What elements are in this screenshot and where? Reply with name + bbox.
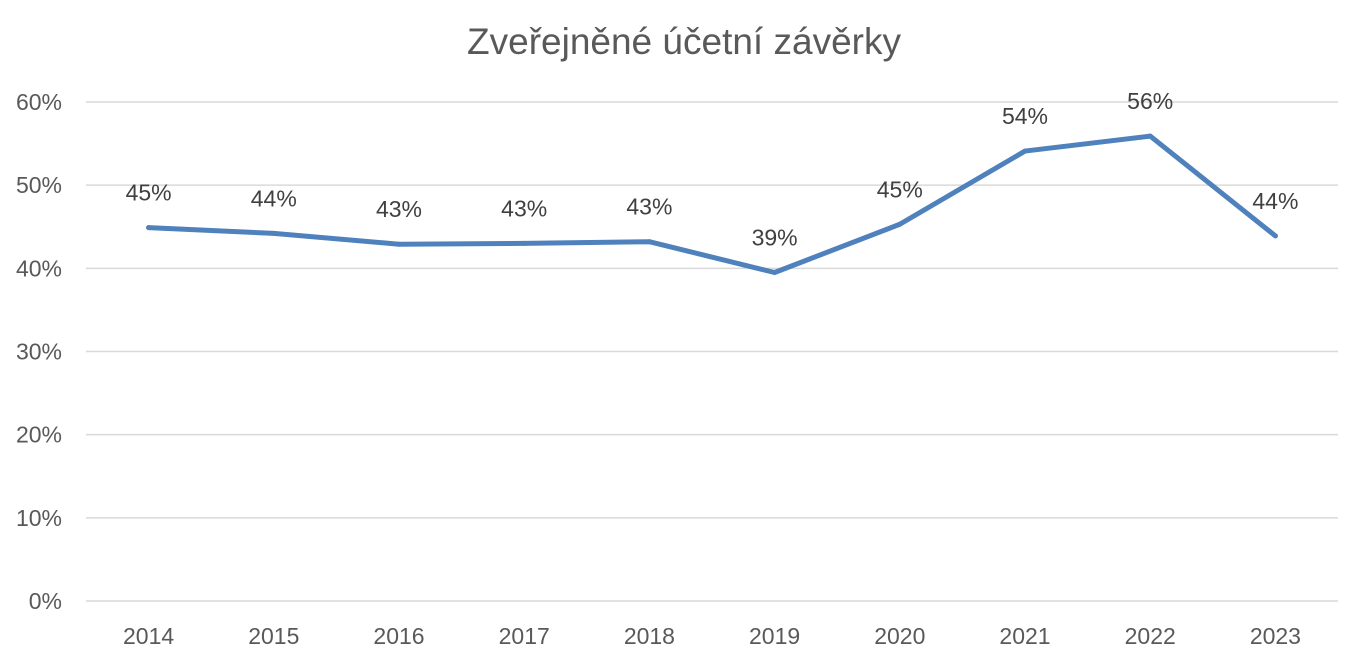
- x-tick-label: 2021: [999, 623, 1050, 649]
- gridlines: [86, 101, 1338, 602]
- data-label: 54%: [1002, 103, 1048, 129]
- data-point: [1022, 148, 1028, 154]
- x-tick-label: 2014: [123, 623, 174, 649]
- x-tick-label: 2015: [248, 623, 299, 649]
- y-tick-label: 20%: [16, 422, 62, 448]
- data-point: [396, 241, 402, 247]
- data-label: 56%: [1127, 88, 1173, 114]
- data-point: [1147, 133, 1153, 139]
- data-point: [772, 269, 778, 275]
- y-tick-label: 0%: [29, 588, 62, 614]
- x-axis-ticks: 2014 2015 2016 2017 2018 2019 2020 2021 2022 2023: [123, 623, 1301, 649]
- x-tick-label: 2018: [624, 623, 675, 649]
- y-tick-label: 30%: [16, 339, 62, 365]
- chart-title: Zveřejněné účetní závěrky: [467, 21, 901, 62]
- series-layer: [146, 133, 1278, 275]
- data-label: 43%: [501, 195, 547, 221]
- data-label: 39%: [752, 224, 798, 250]
- data-label: 44%: [251, 185, 297, 211]
- y-tick-label: 40%: [16, 255, 62, 281]
- data-labels: 45% 44% 43% 43% 43% 39% 45% 54% 56% 44%: [126, 88, 1299, 250]
- data-point: [1272, 233, 1278, 239]
- data-point: [146, 225, 152, 231]
- data-point: [646, 239, 652, 245]
- y-axis-ticks: 0% 10% 20% 30% 40% 50% 60%: [16, 89, 62, 614]
- x-tick-label: 2017: [499, 623, 550, 649]
- data-label: 45%: [126, 180, 172, 206]
- y-tick-label: 10%: [16, 505, 62, 531]
- x-tick-label: 2023: [1250, 623, 1301, 649]
- data-label: 43%: [626, 194, 672, 220]
- y-tick-label: 50%: [16, 172, 62, 198]
- data-label: 43%: [376, 196, 422, 222]
- data-label: 45%: [877, 176, 923, 202]
- x-tick-label: 2019: [749, 623, 800, 649]
- data-point: [521, 240, 527, 246]
- data-label: 44%: [1252, 188, 1298, 214]
- x-tick-label: 2020: [874, 623, 925, 649]
- data-point: [271, 230, 277, 236]
- y-tick-label: 60%: [16, 89, 62, 115]
- data-point: [897, 221, 903, 227]
- x-tick-label: 2022: [1125, 623, 1176, 649]
- series-line: [146, 133, 1278, 275]
- x-tick-label: 2016: [373, 623, 424, 649]
